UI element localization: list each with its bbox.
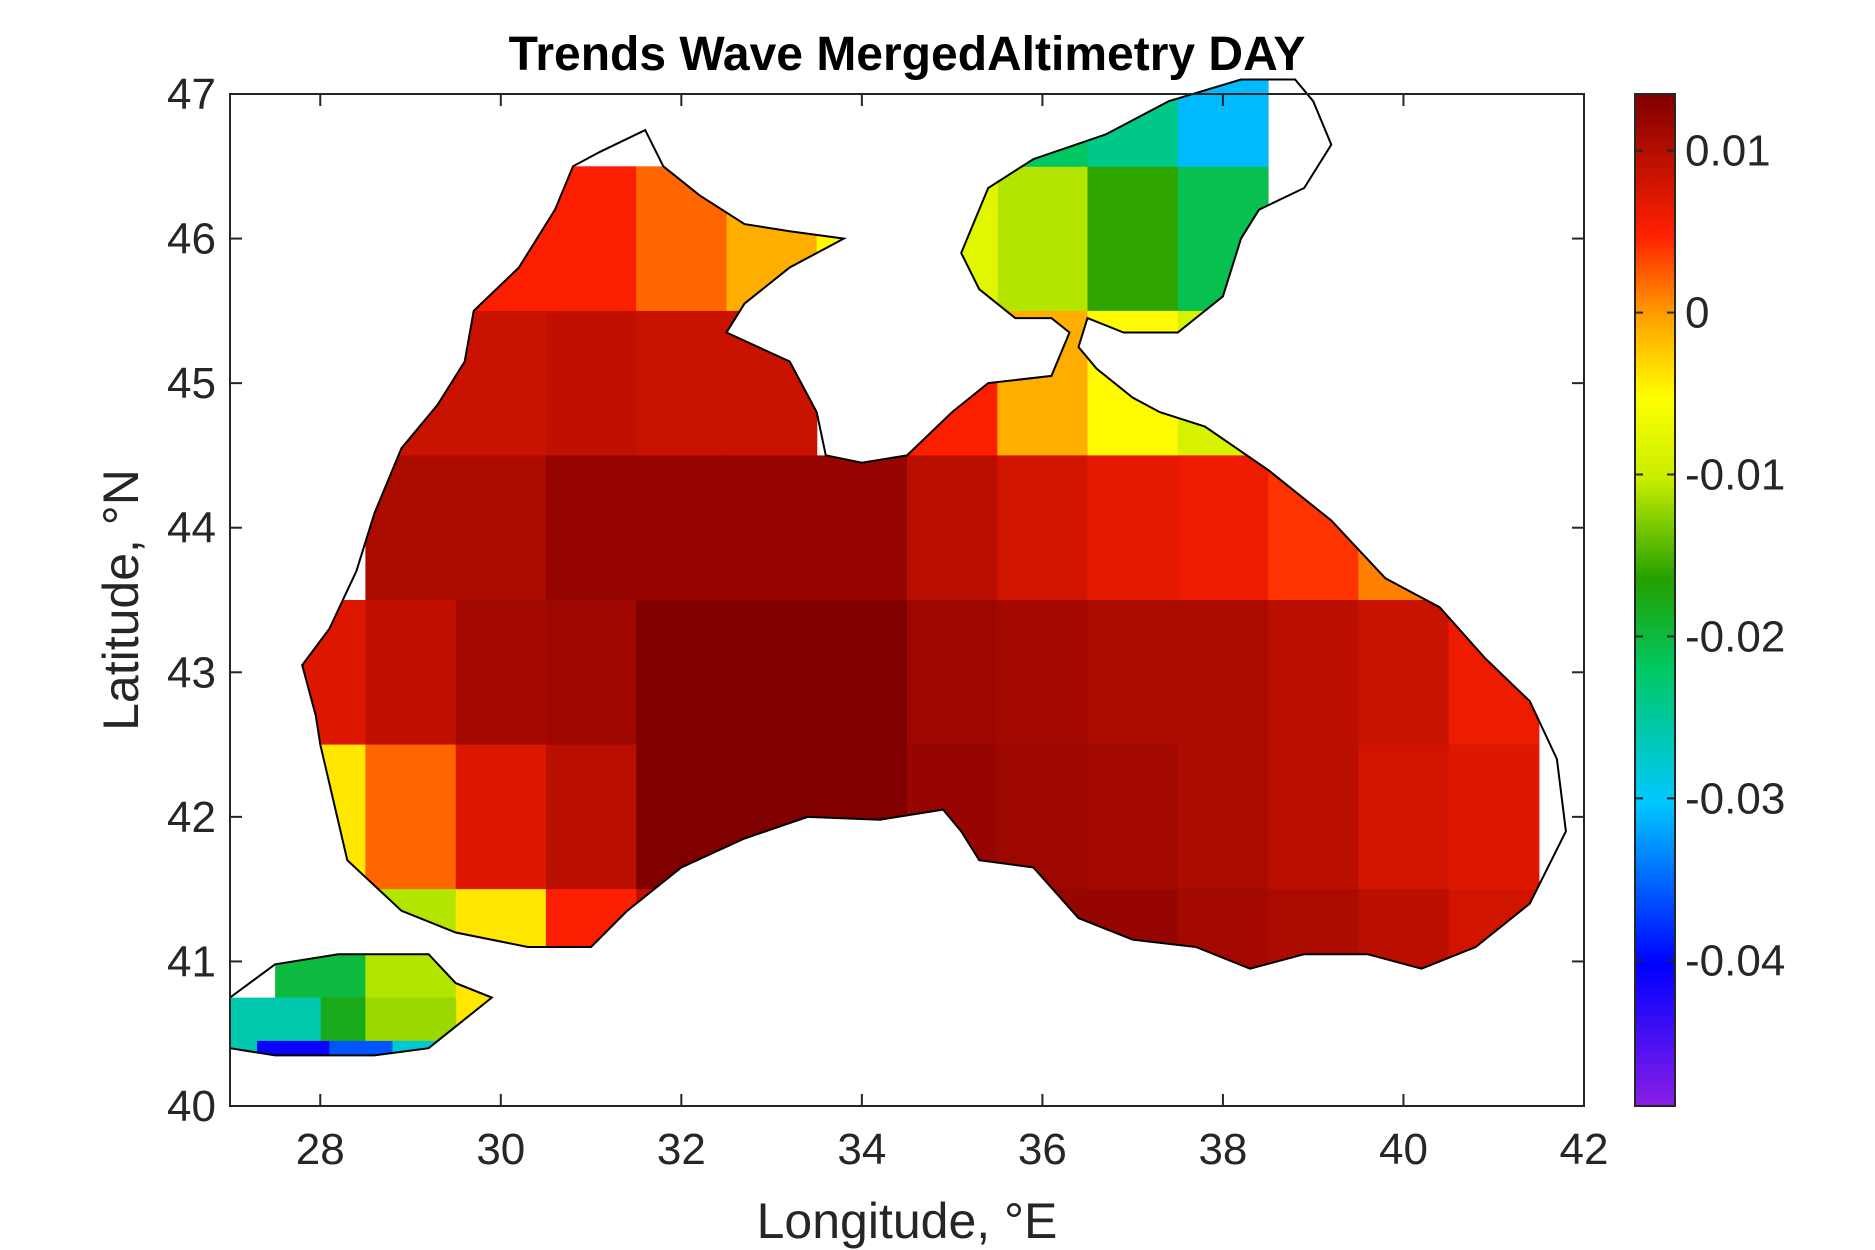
heatmap-cell	[636, 455, 727, 601]
x-tick-label: 42	[1560, 1125, 1609, 1174]
heatmap-cell	[816, 600, 908, 746]
y-axis-ticks: 40 41 42 43 44 45 46 47	[167, 70, 1584, 1131]
heatmap-cell	[1177, 744, 1269, 890]
heatmap-cell	[1177, 600, 1269, 746]
y-tick-label: 47	[167, 70, 216, 119]
heatmap-cell	[1087, 744, 1179, 890]
heatmap-cell	[726, 600, 818, 746]
heatmap-cell	[816, 455, 908, 601]
heatmap-cell	[455, 310, 547, 456]
heatmap-cell	[365, 600, 457, 746]
colorbar	[1634, 93, 1676, 1107]
heatmap-cell	[545, 600, 637, 746]
colorbar-tick-label: -0.02	[1685, 612, 1785, 661]
colorbar-ticks: 0.01 0 -0.01 -0.02 -0.03 -0.04	[1635, 127, 1785, 985]
heatmap-cell	[997, 166, 1089, 312]
heatmap-cell	[1448, 744, 1540, 890]
heatmap-cell	[1268, 600, 1359, 746]
x-tick-label: 34	[837, 1125, 886, 1174]
heatmap-cell	[455, 600, 547, 746]
heatmap-cell	[365, 744, 457, 890]
x-tick-label: 36	[1018, 1125, 1067, 1174]
colorbar-tick-label: -0.03	[1685, 774, 1785, 823]
heatmap-cell	[455, 455, 547, 601]
colorbar-tick-label: -0.04	[1685, 936, 1785, 985]
y-tick-label: 42	[167, 793, 216, 842]
x-tick-label: 30	[476, 1125, 525, 1174]
heatmap-cell	[1087, 600, 1179, 746]
y-tick-label: 40	[167, 1082, 216, 1131]
x-tick-label: 40	[1379, 1125, 1428, 1174]
heatmap-cell	[907, 455, 998, 601]
y-tick-label: 44	[167, 504, 216, 553]
heatmap-cell	[907, 600, 998, 746]
heatmap-cell	[545, 310, 637, 456]
plot-frame	[229, 93, 1585, 1107]
heatmap-cell	[1358, 744, 1450, 890]
y-tick-label: 45	[167, 359, 216, 408]
x-tick-label: 28	[296, 1125, 345, 1174]
heatmap-cell	[636, 310, 727, 456]
colorbar-tick-label: 0	[1685, 289, 1709, 338]
colorbar-tick-label: -0.01	[1685, 451, 1785, 500]
heatmap-cell	[726, 455, 818, 601]
heatmap-cell	[1087, 166, 1179, 312]
x-tick-label: 32	[657, 1125, 706, 1174]
heatmap-cell	[1087, 455, 1179, 601]
x-axis-ticks: 28 30 32 34 36 38 40 42	[296, 94, 1609, 1174]
heatmap-cell	[1177, 455, 1269, 601]
heatmap-cell	[329, 1040, 402, 1056]
y-tick-label: 46	[167, 215, 216, 264]
y-tick-label: 43	[167, 648, 216, 697]
heatmap-cell	[455, 744, 547, 890]
heatmap-cell	[997, 455, 1089, 601]
x-tick-label: 38	[1198, 1125, 1247, 1174]
heatmap-cell	[1358, 600, 1450, 746]
heatmap-cell	[545, 744, 637, 890]
heatmap-cell	[636, 600, 727, 746]
y-axis-label: Latitude, °N	[93, 469, 149, 731]
y-tick-label: 41	[167, 937, 216, 986]
heatmap-cell	[1268, 744, 1359, 890]
heatmap-cell	[257, 1040, 330, 1056]
heatmap-cell	[997, 600, 1089, 746]
heatmap-cell	[545, 455, 637, 601]
chart-title: Trends Wave MergedAltimetry DAY	[509, 28, 1306, 81]
colorbar-tick-label: 0.01	[1685, 127, 1771, 176]
x-axis-label: Longitude, °E	[757, 1193, 1058, 1249]
